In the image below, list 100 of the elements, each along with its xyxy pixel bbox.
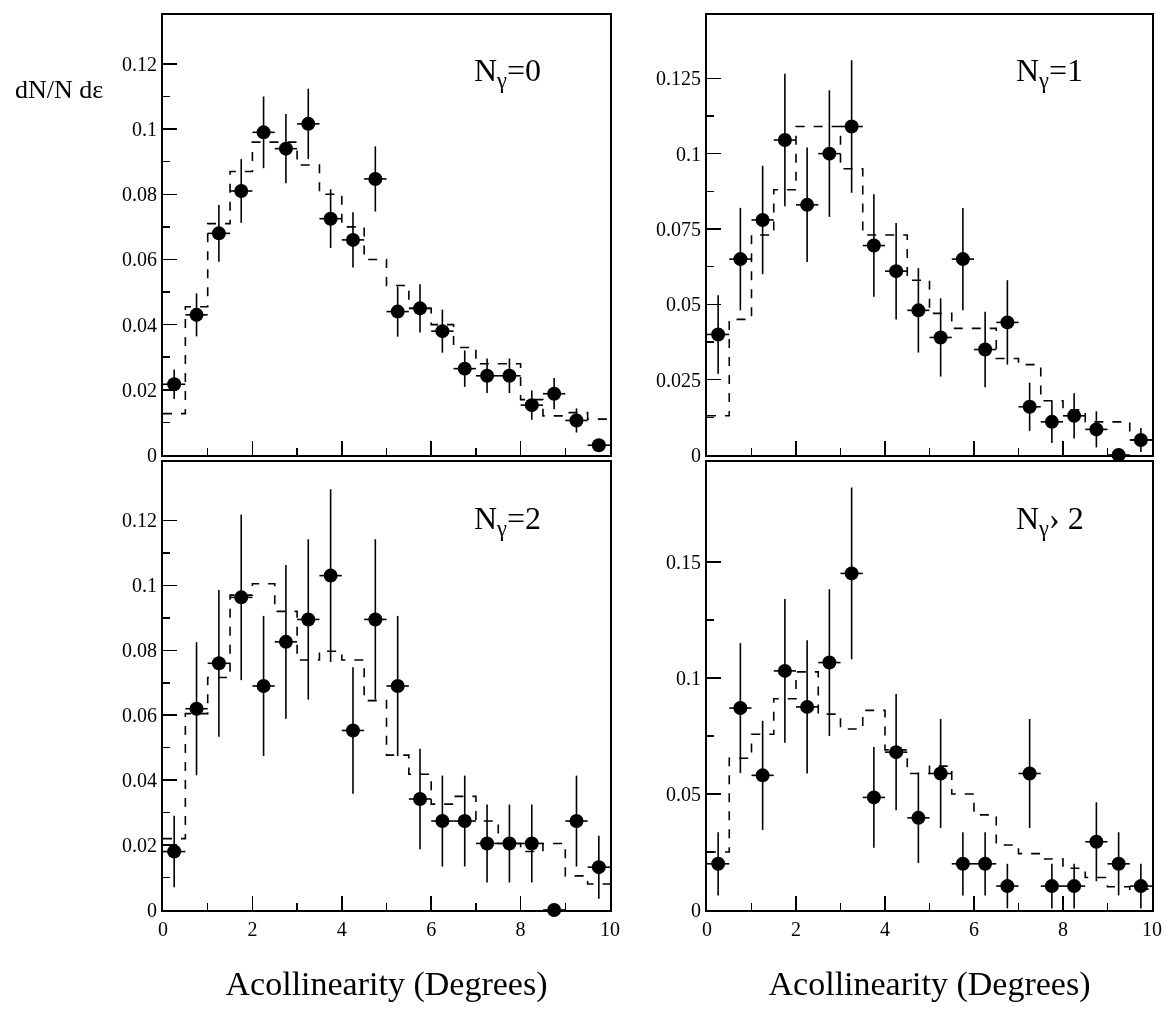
point: [866, 238, 881, 253]
y-tick-label: 0.05: [666, 293, 701, 316]
annotation: N$_{γ}$=0: [474, 52, 542, 93]
point: [777, 663, 792, 678]
point: [524, 836, 539, 851]
y-tick-label: 0.1: [676, 142, 701, 165]
point: [435, 324, 450, 339]
y-tick-label: 0.02: [122, 378, 157, 401]
point: [211, 656, 226, 671]
point: [345, 232, 360, 247]
point: [323, 568, 338, 583]
point: [733, 701, 748, 716]
x-axis-title: Acollinearity (Degrees): [768, 964, 1091, 1003]
point: [480, 368, 495, 383]
point: [755, 212, 770, 227]
point: [955, 252, 970, 267]
point: [1067, 408, 1082, 423]
point: [234, 184, 249, 198]
point: [933, 330, 948, 345]
point: [822, 655, 837, 670]
annotation: N$_{γ}$› 2: [1016, 500, 1084, 541]
point: [301, 612, 316, 627]
point: [889, 264, 904, 279]
point: [1133, 879, 1148, 894]
y-tick-label: 0.1: [132, 574, 157, 597]
point: [278, 141, 293, 156]
point: [1022, 766, 1037, 781]
point: [978, 856, 993, 871]
point: [413, 791, 428, 806]
point: [413, 301, 428, 316]
point: [844, 566, 859, 581]
y-tick-label: 0.05: [666, 782, 701, 805]
point: [323, 211, 338, 226]
y-tick-label: 0.1: [132, 118, 157, 141]
y-tick-label: 0.12: [122, 52, 157, 75]
point: [800, 699, 815, 714]
point: [911, 810, 926, 825]
point: [1089, 422, 1104, 437]
point: [911, 303, 926, 318]
y-tick-label: 0.1: [676, 666, 701, 689]
x-tick-label: 6: [426, 918, 437, 940]
x-tick-label: 6: [969, 918, 979, 940]
point: [591, 438, 606, 453]
point: [591, 860, 606, 875]
point: [1044, 879, 1059, 894]
y-tick-label: 0.12: [122, 509, 157, 532]
x-tick-label: 4: [336, 918, 347, 940]
point: [1133, 432, 1148, 447]
y-tick-label: 0.06: [122, 248, 157, 271]
point: [167, 377, 182, 392]
point: [569, 413, 584, 428]
x-tick-label: 8: [515, 918, 526, 940]
x-tick-label: 8: [1058, 918, 1068, 940]
point: [502, 836, 517, 851]
point: [435, 814, 450, 829]
point: [711, 856, 726, 871]
y-tick-label: 0.08: [122, 639, 157, 662]
point: [256, 125, 271, 140]
y-tick-label: 0: [147, 899, 157, 921]
y-tick-label: 0.04: [122, 769, 157, 792]
y-tick-label: 0.04: [122, 313, 157, 336]
point: [733, 252, 748, 267]
annotation: N$_{γ}$=1: [1016, 52, 1084, 93]
x-tick-label: 10: [600, 918, 620, 940]
point: [755, 768, 770, 783]
y-tick-label: 0: [691, 444, 701, 466]
point: [777, 133, 792, 148]
y-tick-label: 0.08: [122, 183, 157, 206]
point: [390, 304, 405, 319]
point: [1000, 879, 1015, 894]
y-tick-label: 0.025: [656, 368, 701, 391]
point: [711, 327, 726, 342]
point: [1067, 879, 1082, 894]
x-tick-label: 2: [247, 918, 258, 940]
point: [1022, 399, 1037, 414]
point: [1044, 414, 1059, 429]
y-tick-label: 0.075: [656, 217, 701, 240]
y-tick-label: 0: [147, 444, 157, 466]
point: [368, 612, 383, 627]
y-tick-label: 0.06: [122, 704, 157, 727]
x-tick-label: 4: [880, 918, 890, 940]
point: [345, 723, 360, 738]
point: [167, 844, 182, 859]
point: [301, 116, 316, 131]
annotation: N$_{γ}$=2: [474, 500, 542, 541]
point: [933, 766, 948, 781]
point: [1089, 834, 1104, 849]
point: [211, 226, 226, 241]
point: [278, 634, 293, 649]
point: [547, 386, 562, 401]
y-tick-label: 0.125: [656, 67, 701, 90]
point: [189, 701, 204, 716]
point: [800, 197, 815, 212]
y-tick-label: 0.15: [666, 550, 701, 573]
point: [569, 814, 584, 829]
point: [1000, 315, 1015, 330]
point: [524, 398, 539, 413]
x-axis-title: Acollinearity (Degrees): [225, 964, 548, 1003]
point: [368, 171, 383, 186]
point: [822, 146, 837, 161]
